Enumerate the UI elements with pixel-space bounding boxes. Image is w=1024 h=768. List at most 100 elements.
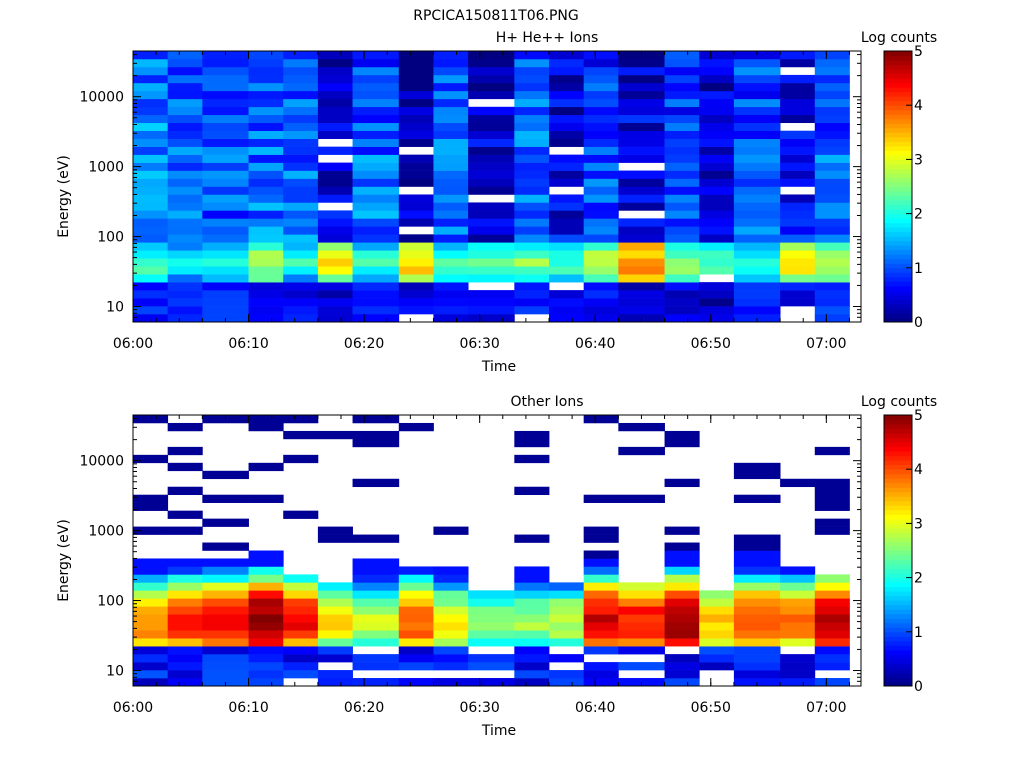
heatmap-cell (780, 74, 816, 84)
heatmap-cell (352, 162, 400, 171)
heatmap-cell (133, 630, 169, 639)
heatmap-cell (167, 590, 203, 599)
colorbar-segment (884, 177, 912, 183)
heatmap-cell (202, 574, 249, 583)
heatmap-cell (583, 274, 619, 283)
heatmap-cell (433, 210, 469, 219)
heatmap-cell (167, 678, 203, 687)
colorbar-frame (883, 414, 913, 687)
heatmap-cell (733, 590, 781, 599)
heatmap-column (167, 422, 203, 687)
colorbar-segment (884, 290, 912, 296)
heatmap-cell (514, 146, 550, 155)
heatmap-cell (398, 250, 434, 259)
heatmap-cell (780, 146, 816, 155)
heatmap-cell (433, 178, 469, 187)
heatmap-cell (133, 266, 169, 275)
colorbar-segment (884, 469, 912, 475)
heatmap-cell (664, 590, 700, 599)
heatmap-cell (202, 646, 249, 655)
heatmap-cell (133, 242, 169, 251)
colorbar-segment (884, 496, 912, 502)
heatmap-cell (699, 170, 735, 179)
heatmap-cell (699, 606, 735, 615)
colorbar-segment (884, 424, 912, 430)
heatmap-cell (283, 274, 319, 283)
heatmap-cell (283, 226, 319, 235)
heatmap-cell (583, 670, 619, 679)
heatmap-cell (167, 114, 203, 124)
heatmap-cell (317, 82, 353, 92)
heatmap-cell (733, 58, 781, 68)
heatmap-cell (664, 614, 700, 623)
heatmap-cell (780, 170, 816, 179)
heatmap-cell (618, 298, 665, 307)
heatmap-cell (549, 290, 585, 299)
heatmap-cell (283, 670, 319, 679)
heatmap-cell (468, 598, 515, 607)
heatmap-cell (780, 678, 816, 687)
heatmap-cell (283, 82, 319, 92)
heatmap-cell (733, 534, 781, 543)
heatmap-cell (664, 258, 700, 267)
heatmap-column (780, 51, 816, 307)
heatmap-cell (248, 598, 284, 607)
heatmap-cell (283, 510, 319, 519)
heatmap-cell (202, 266, 249, 275)
heatmap-cell (664, 622, 700, 631)
heatmap-column (398, 51, 434, 315)
heatmap-cell (549, 218, 585, 227)
heatmap-cell (133, 646, 169, 655)
heatmap-cell (814, 486, 850, 496)
heatmap-cell (583, 130, 619, 139)
panel-other-ions: 06:00 06:10 06:20 06:30 06:40 06:50 07:0010100… (56, 394, 937, 739)
heatmap-cell (664, 638, 700, 647)
heatmap-cell (352, 306, 400, 315)
heatmap-cell (133, 234, 169, 243)
colorbar-tick-label: 5 (914, 408, 923, 424)
heatmap-cell (468, 114, 515, 124)
heatmap-cell (133, 258, 169, 267)
heatmap-cell (583, 306, 619, 315)
heatmap-cell (398, 138, 434, 147)
heatmap-cell (780, 202, 816, 211)
heatmap-cell (398, 678, 434, 687)
colorbar-segment (884, 303, 912, 309)
heatmap-cell (814, 638, 850, 647)
colorbar-segment (884, 123, 912, 129)
heatmap-cell (814, 226, 850, 235)
heatmap-cell (283, 58, 319, 68)
heatmap-cell (733, 250, 781, 259)
colorbar-segment (884, 505, 912, 511)
heatmap-cell (202, 66, 249, 76)
heatmap-cell (167, 218, 203, 227)
heatmap-cell (664, 670, 700, 679)
heatmap-cell (514, 242, 550, 251)
heatmap-cell (699, 646, 735, 655)
heatmap-cell (583, 210, 619, 219)
heatmap-cell (248, 202, 284, 211)
heatmap-cell (398, 258, 434, 267)
heatmap-cell (167, 314, 203, 323)
heatmap-cell (618, 194, 665, 203)
heatmap-cell (733, 90, 781, 100)
heatmap-cells (133, 51, 850, 323)
colorbar-tick-label: 4 (914, 462, 923, 478)
heatmap-cell (699, 314, 735, 323)
y-tick-label: 1000 (88, 524, 124, 540)
heatmap-cell (133, 590, 169, 599)
heatmap-cell (317, 526, 353, 535)
heatmap-cell (202, 74, 249, 84)
colorbar-segment (884, 654, 912, 660)
heatmap-cell (733, 122, 781, 132)
heatmap-cell (352, 622, 400, 631)
heatmap-cell (583, 598, 619, 607)
colorbar-frame (883, 50, 913, 323)
heatmap-cell (202, 622, 249, 631)
heatmap-cell (433, 51, 469, 60)
heatmap-cell (133, 638, 169, 647)
heatmap-cell (248, 282, 284, 291)
heatmap-cell (398, 178, 434, 187)
heatmap-cell (814, 494, 850, 503)
